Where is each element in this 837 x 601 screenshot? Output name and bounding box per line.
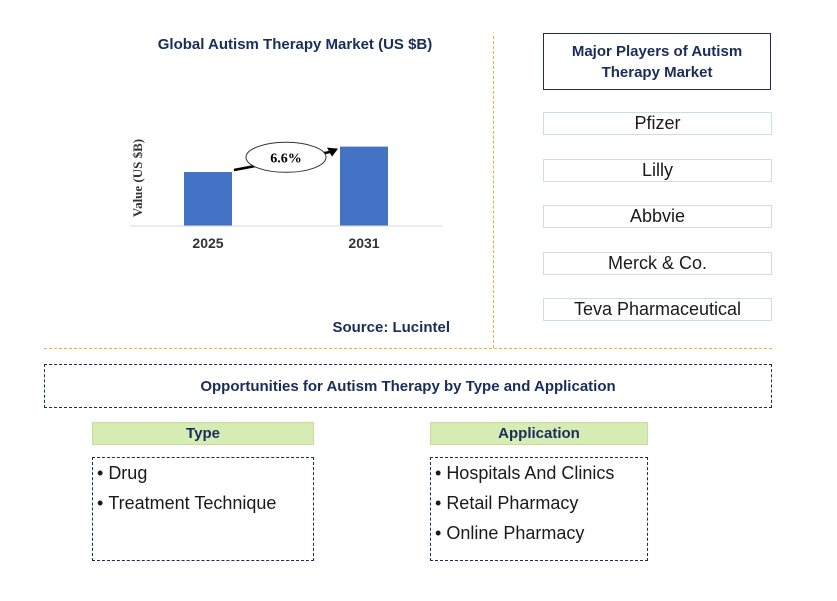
player-teva: Teva Pharmaceutical <box>543 298 772 321</box>
vertical-divider <box>493 36 494 348</box>
source-label: Source: Lucintel <box>332 319 450 336</box>
bar-2025 <box>184 172 232 226</box>
type-header: Type <box>92 422 314 445</box>
type-item-drug: Drug <box>97 458 309 488</box>
y-axis-label: Value (US $B) <box>130 139 145 217</box>
horizontal-divider <box>44 348 772 349</box>
application-header: Application <box>430 422 648 445</box>
cagr-ellipse <box>245 141 327 173</box>
application-item-hospitals: Hospitals And Clinics <box>435 458 643 488</box>
chart-title: Global Autism Therapy Market (US $B) <box>157 36 433 53</box>
application-item-online-pharmacy: Online Pharmacy <box>435 518 643 548</box>
players-title: Major Players of Autism Therapy Market <box>543 33 771 90</box>
player-merck: Merck & Co. <box>543 252 772 275</box>
x-tick-label: 2025 <box>192 235 223 251</box>
application-list: Hospitals And Clinics Retail Pharmacy On… <box>430 457 648 561</box>
bar-2031 <box>340 146 388 226</box>
player-abbvie: Abbvie <box>543 205 772 228</box>
bar-chart: 2025 2031 Value (US $B) 6.6% <box>130 139 442 251</box>
player-lilly: Lilly <box>543 159 772 182</box>
player-pfizer: Pfizer <box>543 112 772 135</box>
cagr-label: 6.6% <box>270 151 302 166</box>
type-item-treatment-technique: Treatment Technique <box>97 488 309 518</box>
type-list: Drug Treatment Technique <box>92 457 314 561</box>
cagr-arrow-head <box>327 147 338 157</box>
application-item-retail-pharmacy: Retail Pharmacy <box>435 488 643 518</box>
x-tick-label: 2031 <box>348 235 379 251</box>
opportunities-title: Opportunities for Autism Therapy by Type… <box>44 364 772 408</box>
